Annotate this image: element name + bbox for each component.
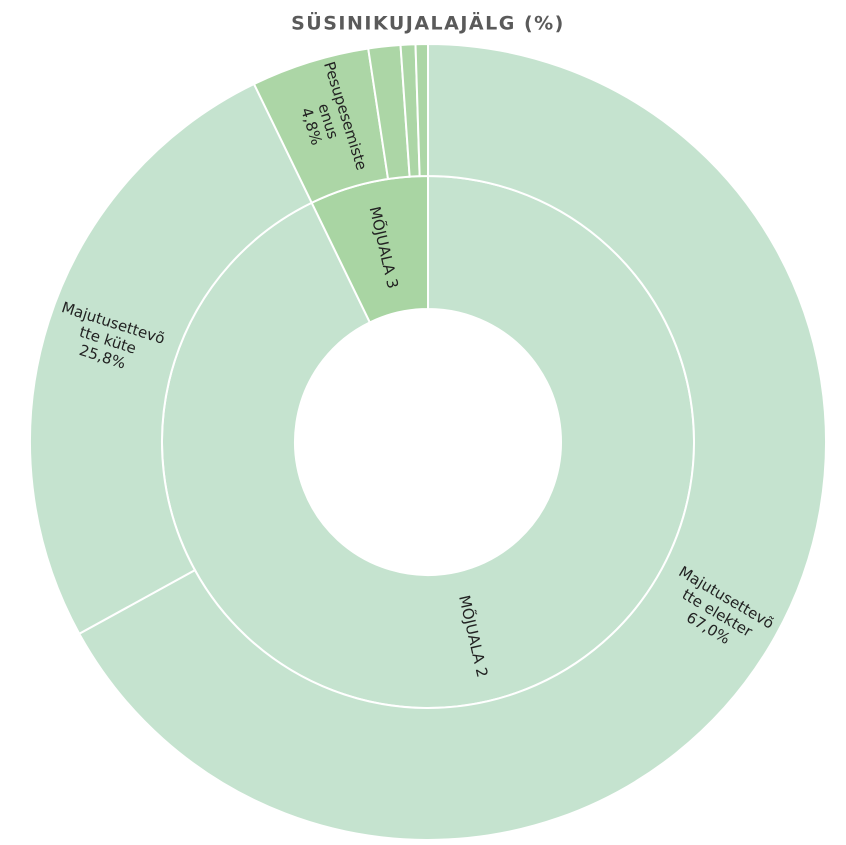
sunburst-segment	[29, 82, 314, 636]
chart-title: SÜSINIKUJALAJÄLG (%)	[291, 11, 565, 35]
sunburst-segment	[77, 42, 827, 841]
sunburst-segment	[414, 42, 429, 178]
